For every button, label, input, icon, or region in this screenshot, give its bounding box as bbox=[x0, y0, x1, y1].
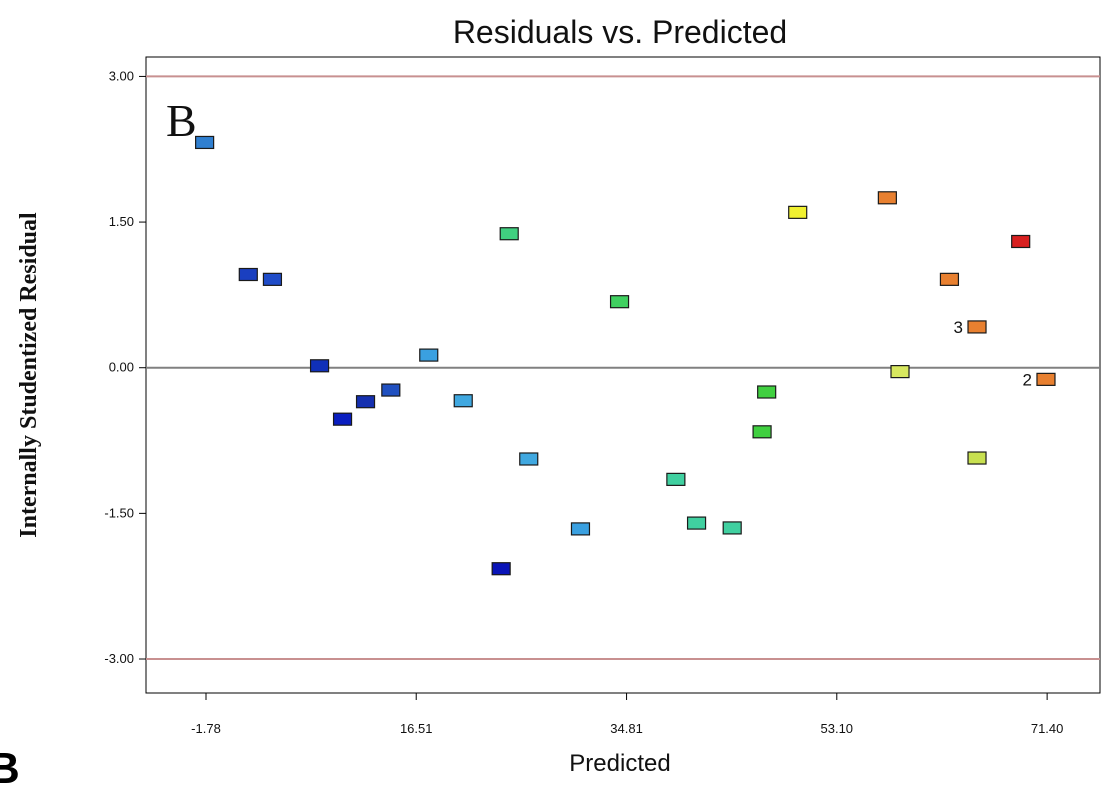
y-tick-label: 0.00 bbox=[109, 360, 134, 375]
data-point bbox=[570, 522, 591, 536]
data-point bbox=[309, 359, 330, 373]
data-point bbox=[686, 516, 707, 530]
x-tick-label: -1.78 bbox=[191, 721, 221, 736]
data-point bbox=[262, 272, 283, 286]
data-point-label: 2 bbox=[1023, 370, 1032, 389]
data-point bbox=[195, 135, 215, 150]
x-tick-label: 53.10 bbox=[821, 721, 854, 736]
data-point bbox=[519, 452, 539, 466]
x-axis-label: Predicted bbox=[569, 750, 670, 777]
y-axis-label: Internally Studentized Residual bbox=[16, 212, 42, 538]
chart-title: Residuals vs. Predicted bbox=[453, 14, 787, 50]
data-point bbox=[788, 205, 808, 219]
data-point bbox=[491, 562, 511, 576]
panel-label: B bbox=[166, 95, 197, 146]
data-point bbox=[666, 472, 686, 486]
y-tick-label: 3.00 bbox=[109, 68, 134, 83]
data-point bbox=[609, 295, 630, 309]
data-point bbox=[967, 320, 987, 334]
y-tick-label: -3.00 bbox=[104, 651, 134, 666]
data-point bbox=[499, 227, 519, 241]
data-point bbox=[1011, 234, 1031, 249]
data-point bbox=[355, 395, 376, 409]
data-points: 32 bbox=[195, 135, 1056, 576]
data-point bbox=[1036, 372, 1056, 386]
y-axis: 3.00 1.50 0.00 -1.50 -3.00 bbox=[104, 68, 146, 666]
data-point bbox=[890, 365, 910, 379]
x-tick-label: 16.51 bbox=[400, 721, 433, 736]
y-tick-label: 1.50 bbox=[109, 214, 134, 229]
stray-panel-label: B bbox=[0, 744, 20, 793]
x-tick-label: 71.40 bbox=[1031, 721, 1064, 736]
data-point bbox=[939, 272, 960, 286]
y-tick-label: -1.50 bbox=[104, 505, 134, 520]
x-axis: -1.78 16.51 34.81 53.10 71.40 bbox=[191, 693, 1063, 736]
data-point bbox=[752, 425, 772, 439]
data-point bbox=[967, 451, 987, 465]
data-point bbox=[332, 412, 353, 426]
plot-area-frame bbox=[145, 56, 1101, 694]
reference-lines bbox=[146, 75, 1100, 661]
data-point-label: 3 bbox=[954, 318, 963, 337]
x-tick-label: 34.81 bbox=[610, 721, 643, 736]
data-point bbox=[453, 394, 473, 408]
data-point bbox=[419, 348, 439, 362]
data-point bbox=[722, 521, 742, 535]
data-point bbox=[757, 385, 777, 399]
data-point bbox=[877, 191, 897, 205]
data-point bbox=[381, 383, 401, 397]
data-point bbox=[238, 267, 258, 282]
